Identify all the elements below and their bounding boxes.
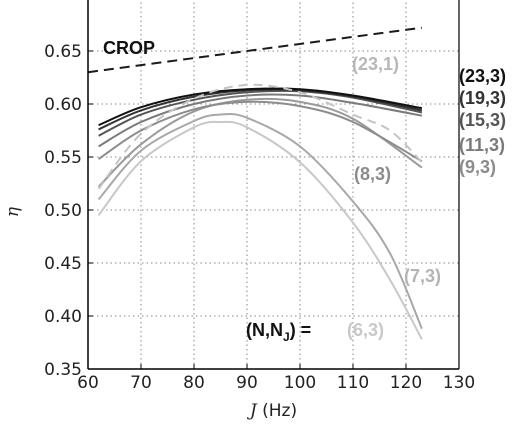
y-tick-label: 0.40: [44, 307, 82, 327]
series-line: [97, 120, 423, 340]
x-tick-label: 110: [337, 373, 369, 393]
grid-lines: [88, 0, 459, 369]
n-label-suffix: ) =: [290, 320, 312, 340]
crop-line: [87, 26, 423, 74]
series-line: [97, 112, 423, 330]
y-axis-title: η: [3, 206, 23, 217]
y-tick-label: 0.55: [44, 148, 82, 168]
x-tick-label: 90: [236, 373, 258, 393]
series-label: (23,3): [459, 66, 506, 86]
series-lines: [87, 26, 423, 340]
x-axis-variable: J: [247, 401, 258, 421]
x-tick-label: 80: [183, 373, 205, 393]
series-label: (23,1): [352, 54, 399, 74]
series-label: (9,3): [459, 157, 496, 177]
y-tick-label: 0.35: [44, 360, 82, 380]
series-label: (7,3): [404, 266, 441, 286]
series-line: [97, 97, 423, 188]
x-tick-label: 120: [390, 373, 422, 393]
x-tick-label: 130: [443, 373, 475, 393]
series-label: (11,3): [459, 135, 505, 155]
n-nj-label: (N,NJ) =: [246, 320, 311, 344]
y-tick-label: 0.50: [44, 201, 82, 221]
series-label: (8,3): [354, 164, 391, 184]
y-tick-label: 0.60: [44, 95, 82, 115]
series-line: [98, 93, 423, 148]
x-tick-label: 100: [284, 373, 316, 393]
x-axis-title: J (Hz): [247, 401, 297, 421]
series-line: [97, 83, 423, 190]
y-tick-label: 0.65: [44, 42, 82, 62]
axes: [87, 0, 460, 370]
x-tick-label: 70: [130, 373, 152, 393]
series-label: (6,3): [347, 320, 384, 340]
series-line: [98, 87, 423, 127]
series-label: (15,3): [459, 110, 506, 130]
chart-text: 60 70 80 90 100 110 120 130 0.35 0.40 0.45 0.50 0.55…: [3, 38, 506, 421]
x-axis-unit: (Hz): [257, 401, 297, 421]
crop-label: CROP: [103, 38, 155, 58]
n-label-prefix: (N,N: [246, 320, 283, 340]
x-tick-label: 60: [77, 373, 99, 393]
series-line: [98, 100, 423, 163]
series-label: (19,3): [459, 88, 506, 108]
y-tick-label: 0.45: [44, 254, 82, 274]
n-label-subscript: J: [283, 330, 290, 344]
